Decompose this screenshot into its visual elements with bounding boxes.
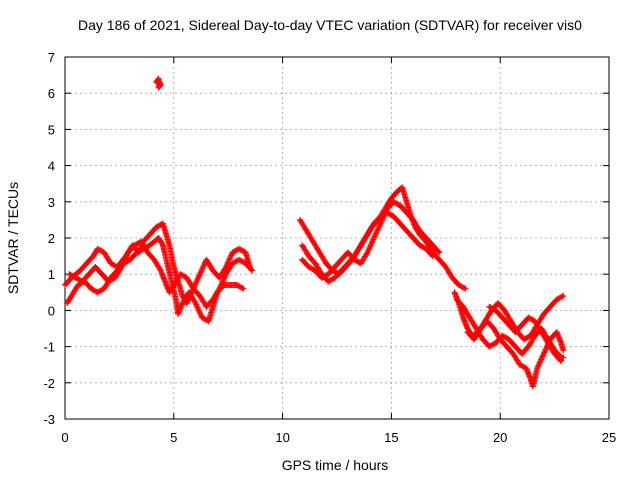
x-axis-label: GPS time / hours xyxy=(282,457,389,473)
y-tick-label: 2 xyxy=(48,231,55,246)
data-point xyxy=(461,284,468,291)
y-tick-label: 3 xyxy=(48,195,55,210)
data-point xyxy=(155,84,162,91)
y-tick-label: -2 xyxy=(43,376,55,391)
data-point xyxy=(435,248,442,255)
data-point xyxy=(462,285,469,292)
axis-ticks: 0 5 10 15 20 25 -3 -2 -1 0 1 2 3 4 5 6 7 xyxy=(43,50,616,445)
y-tick-label: 5 xyxy=(48,122,55,137)
data-point xyxy=(560,347,567,354)
series-track-f xyxy=(299,198,443,281)
x-tick-label: 0 xyxy=(61,430,68,445)
x-tick-label: 10 xyxy=(275,430,289,445)
series-track-e xyxy=(299,209,436,285)
x-tick-label: 25 xyxy=(602,430,616,445)
data-point xyxy=(239,284,246,291)
x-tick-label: 15 xyxy=(384,430,398,445)
data-point xyxy=(557,357,564,364)
y-tick-label: 1 xyxy=(48,267,55,282)
data-point xyxy=(248,266,255,273)
data-point xyxy=(436,249,443,256)
y-tick-label: 0 xyxy=(48,303,55,318)
series-track-i xyxy=(464,318,567,390)
x-tick-label: 20 xyxy=(493,430,507,445)
data-point xyxy=(156,83,163,90)
data-point xyxy=(249,267,256,274)
x-tick-label: 5 xyxy=(170,430,177,445)
chart-title: Day 186 of 2021, Sidereal Day-to-day VTE… xyxy=(78,17,582,33)
data-point xyxy=(560,292,567,299)
data-series xyxy=(62,75,567,390)
y-axis-label: SDTVAR / TECUs xyxy=(5,182,21,294)
data-point xyxy=(558,293,565,300)
data-point xyxy=(428,252,435,259)
y-tick-label: -3 xyxy=(43,412,55,427)
data-point xyxy=(240,285,247,292)
data-point xyxy=(156,266,163,273)
data-point xyxy=(159,241,166,248)
y-tick-label: 4 xyxy=(48,159,55,174)
data-point xyxy=(429,253,436,260)
data-point xyxy=(558,358,565,365)
y-tick-label: 6 xyxy=(48,86,55,101)
series-outliers xyxy=(153,75,164,91)
grid xyxy=(65,57,609,419)
y-tick-label: -1 xyxy=(43,340,55,355)
series-track-c xyxy=(66,238,256,310)
series-track-j xyxy=(486,303,565,365)
y-tick-label: 7 xyxy=(48,50,55,65)
